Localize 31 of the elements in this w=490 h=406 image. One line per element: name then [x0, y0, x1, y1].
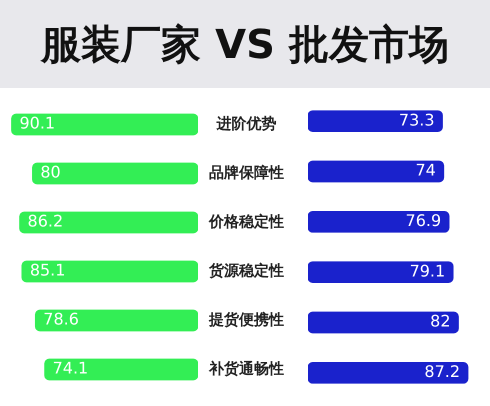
bar: [44, 358, 198, 380]
data-label: 85.1: [30, 260, 66, 280]
data-label: 74: [415, 160, 436, 180]
bar: [19, 212, 198, 234]
data-label: 74.1: [52, 358, 88, 378]
data-label: 76.9: [406, 210, 442, 230]
data-label: 79.1: [410, 261, 446, 280]
bar: [308, 312, 459, 334]
bar: [308, 211, 450, 233]
data-label: 87.2: [424, 362, 460, 381]
data-label: 86.2: [28, 212, 64, 231]
data-label: 90.1: [19, 114, 56, 133]
y-tick-label: 进阶优势: [216, 114, 276, 132]
y-tick-label: 补货通畅性: [208, 359, 284, 378]
chart-title: 服装厂家 VS 批发市场: [0, 0, 490, 88]
data-label: 82: [430, 312, 451, 331]
y-tick-label: 价格稳定性: [208, 212, 284, 230]
y-tick-label: 品牌保障性: [209, 163, 284, 182]
data-label: 73.3: [398, 110, 435, 130]
bar: [21, 260, 198, 282]
bar: [308, 160, 444, 182]
data-label: 78.6: [43, 310, 79, 329]
bar: [308, 261, 454, 283]
bar: [308, 110, 443, 132]
bar: [34, 310, 198, 332]
bar: [32, 162, 198, 184]
bar: [11, 114, 198, 136]
data-label: 80: [40, 162, 61, 182]
y-tick-label: 提货便携性: [208, 310, 284, 328]
bar: [308, 362, 468, 384]
y-tick-label: 货源稳定性: [208, 261, 284, 280]
